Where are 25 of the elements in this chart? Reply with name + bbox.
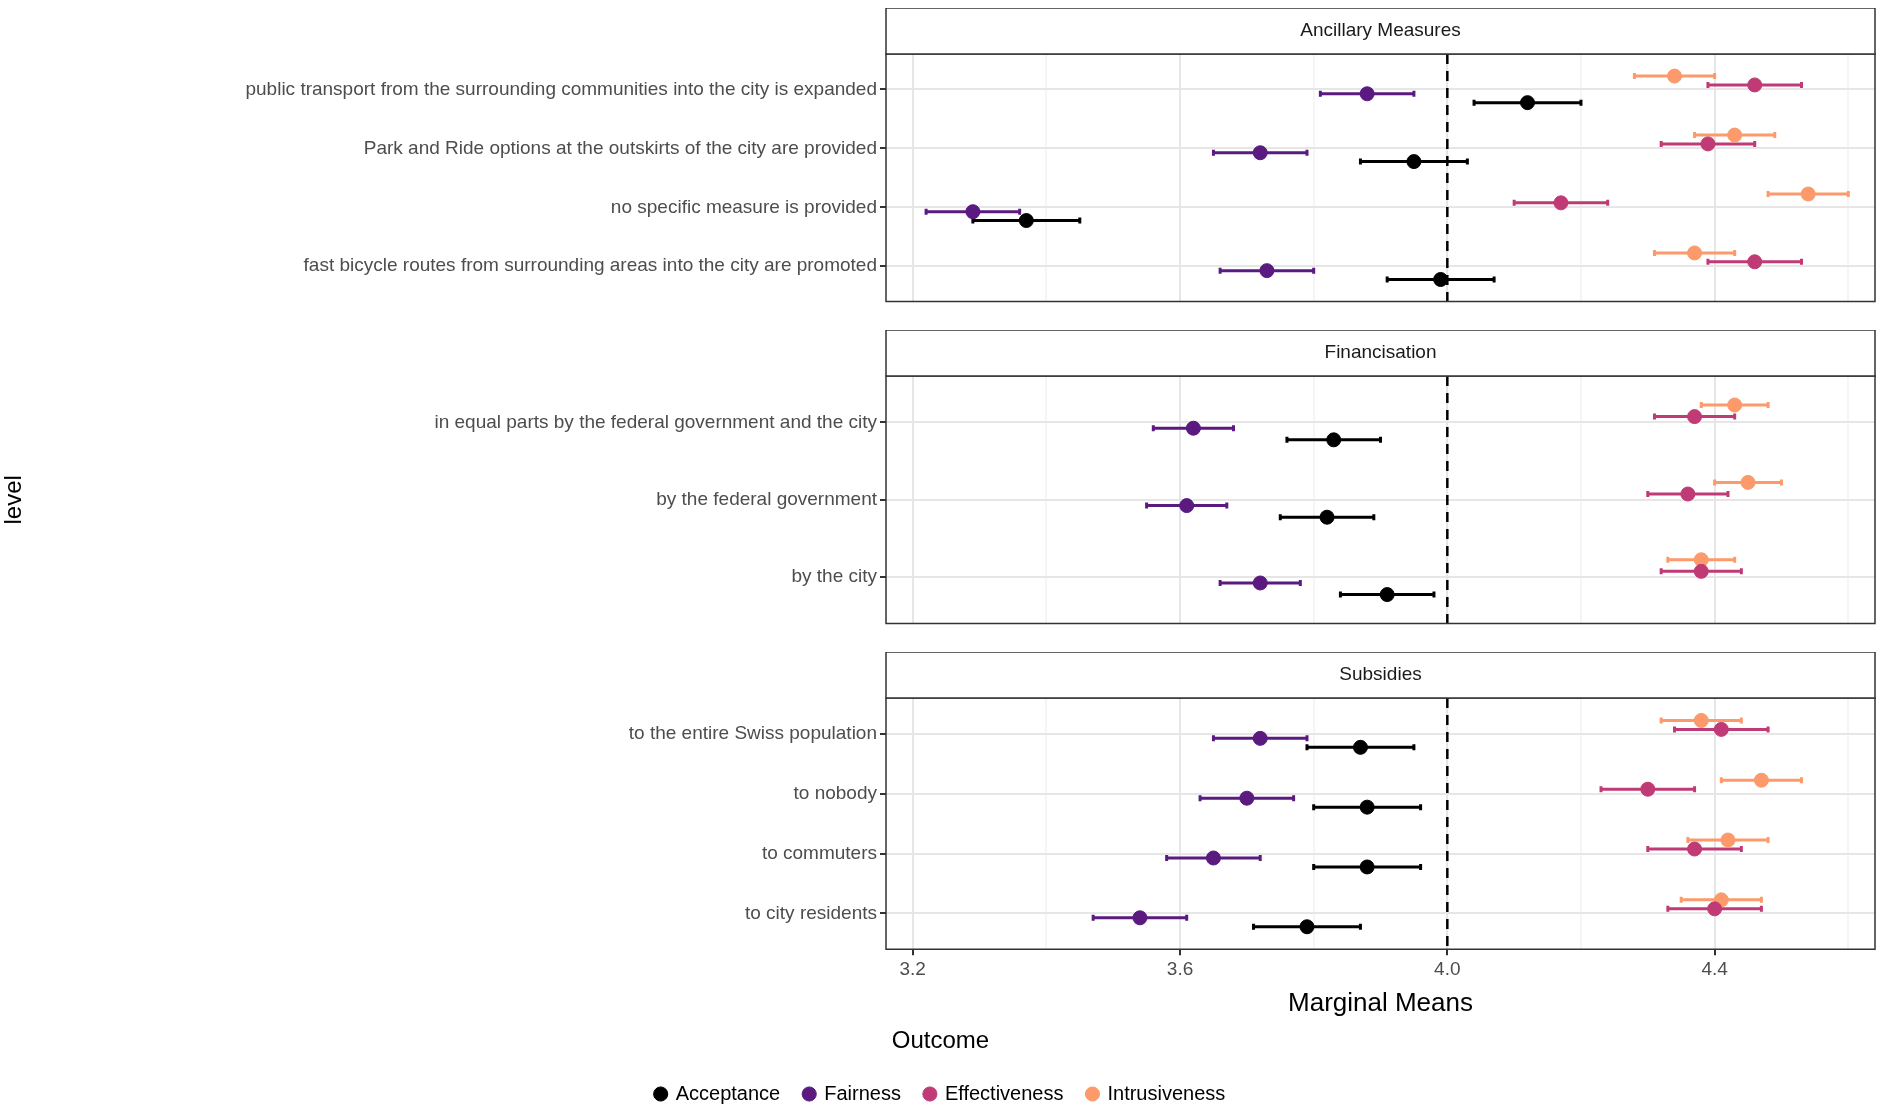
x-tick-label: 3.6 xyxy=(1166,957,1194,979)
y-tick-label: Park and Ride options at the outskirts of the city are provided xyxy=(363,136,877,158)
y-tick-label: to the entire Swiss population xyxy=(628,722,877,744)
x-tick-label: 4.0 xyxy=(1434,957,1461,979)
legend-label: Fairness xyxy=(824,1081,901,1104)
y-tick-label: by the federal government xyxy=(656,488,878,510)
x-tick-label: 3.2 xyxy=(899,957,926,979)
y-tick-label: in equal parts by the federal government and the city xyxy=(434,410,878,432)
x-tick-label: 4.4 xyxy=(1701,957,1729,979)
y-tick-label: public transport from the surrounding communities into the city is expanded xyxy=(245,77,877,99)
legend-label: Intrusiveness xyxy=(1107,1081,1226,1104)
y-tick-label: to nobody xyxy=(793,781,878,803)
y-axis-title: level xyxy=(0,475,27,525)
x-axis-title: Marginal Means xyxy=(1288,986,1473,1017)
legend-label: Effectiveness xyxy=(944,1081,1064,1104)
chart-title: Financisation xyxy=(1324,341,1437,363)
y-tick-label: by the city xyxy=(791,565,878,587)
y-tick-label: to city residents xyxy=(745,901,877,923)
chart-title: Ancillary Measures xyxy=(1300,19,1461,41)
y-tick-label: fast bicycle routes from surrounding areas into the city are promoted xyxy=(303,254,877,276)
legend-title: Outcome xyxy=(891,1025,990,1053)
legend-label: Acceptance xyxy=(675,1081,781,1104)
y-tick-label: no specific measure is provided xyxy=(610,195,877,217)
y-tick-label: to commuters xyxy=(761,841,877,863)
chart-title: Subsidies xyxy=(1339,663,1422,685)
